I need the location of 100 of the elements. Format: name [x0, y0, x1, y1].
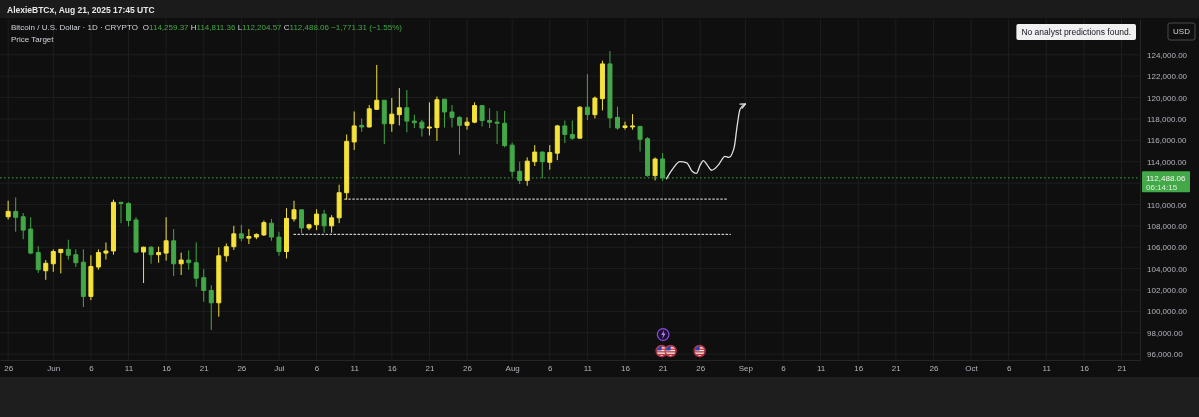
- candlestick: [156, 246, 162, 264]
- candlestick: [141, 246, 147, 284]
- y-tick-label: 114,000.00: [1147, 157, 1187, 167]
- candlestick: [607, 50, 613, 129]
- candlestick: [532, 144, 538, 167]
- candlestick: [366, 104, 372, 128]
- candlestick: [268, 218, 274, 242]
- candlestick: [201, 268, 207, 303]
- x-tick-label: 11: [816, 363, 826, 373]
- x-tick-label: Jun: [47, 363, 61, 373]
- x-tick-label: 16: [387, 363, 398, 373]
- candlestick: [231, 225, 237, 251]
- y-tick-label: 108,000.00: [1147, 221, 1188, 231]
- candlestick: [321, 209, 327, 234]
- candlestick: [419, 119, 425, 138]
- candlestick: [126, 201, 132, 227]
- candlestick: [88, 254, 94, 301]
- x-tick-label: Aug: [505, 363, 520, 373]
- candlestick: [163, 216, 169, 262]
- candlestick: [80, 248, 86, 308]
- candlestick: [652, 156, 658, 181]
- y-tick-label: 124,000.00: [1147, 50, 1188, 60]
- candlestick: [276, 231, 282, 257]
- candlestick: [216, 246, 222, 318]
- x-tick-label: 21: [199, 363, 210, 373]
- y-tick-label: 118,000.00: [1147, 115, 1187, 125]
- candlestick: [547, 144, 553, 171]
- x-tick-label: 6: [781, 363, 787, 373]
- y-tick-label: 104,000.00: [1147, 264, 1188, 274]
- x-tick-label: 16: [854, 363, 864, 373]
- x-tick-label: 11: [350, 363, 360, 373]
- candlestick: [434, 96, 440, 142]
- annotation: O114,259.37 H114,811.36 L112,204.57 C112,488.06 −1,771.31 (−1.55%): [142, 23, 403, 32]
- candlestick: [35, 245, 41, 274]
- candlestick: [562, 120, 568, 144]
- ref-line-label: 112,488.06: [1146, 173, 1186, 183]
- candlestick: [208, 284, 214, 331]
- candlestick: [524, 156, 530, 187]
- candlestick: [396, 87, 402, 126]
- candlestick: [261, 220, 267, 237]
- annotation: No analyst predictions found.: [1021, 26, 1131, 37]
- candlestick: [479, 105, 485, 127]
- x-tick-label: 21: [891, 363, 902, 373]
- text: 06:14:15: [1146, 182, 1178, 192]
- x-tick-label: 6: [314, 363, 320, 373]
- candlestick: [58, 248, 64, 274]
- candlestick: [494, 110, 500, 145]
- candlestick: [389, 97, 395, 133]
- x-tick-label: 26: [463, 363, 473, 373]
- candlestick: [336, 184, 342, 224]
- candlestick: [637, 125, 643, 153]
- x-tick-label: 21: [658, 363, 669, 373]
- candlestick: [554, 124, 560, 161]
- candlestick: [314, 208, 320, 231]
- candlestick: [186, 249, 192, 271]
- x-tick-label: 21: [1117, 363, 1127, 373]
- candlestick: [20, 212, 26, 240]
- candlestick: [426, 101, 432, 137]
- candlestick: [351, 110, 357, 151]
- y-tick-label: 100,000.00: [1147, 307, 1188, 317]
- x-tick-label: 11: [1042, 363, 1052, 373]
- y-tick-label: 110,000.00: [1147, 200, 1187, 210]
- candlestick: [13, 197, 19, 233]
- candlestick: [50, 248, 56, 273]
- candlestick: [246, 228, 252, 245]
- candlestick: [193, 241, 199, 288]
- x-tick-label: 16: [162, 363, 172, 373]
- candlestick: [178, 252, 184, 276]
- candlestick: [5, 200, 11, 220]
- y-tick-label: 98,000.00: [1147, 328, 1184, 338]
- candlestick: [441, 98, 447, 128]
- candlestick: [464, 116, 470, 131]
- candlestick: [171, 228, 177, 277]
- annotation: Price Target: [11, 35, 55, 44]
- text: USD: [1173, 27, 1191, 37]
- candlestick: [238, 224, 244, 242]
- candlestick: [472, 101, 478, 124]
- candlestick: [95, 248, 101, 271]
- x-tick-label: Oct: [965, 363, 979, 373]
- x-tick-label: 6: [89, 363, 95, 373]
- candlestick: [569, 120, 575, 141]
- x-tick-label: 21: [425, 363, 435, 373]
- x-tick-label: 16: [1079, 363, 1090, 373]
- candlestick: [449, 104, 455, 128]
- x-tick-label: 11: [583, 363, 593, 373]
- candlestick: [253, 232, 259, 240]
- candlestick: [148, 245, 154, 265]
- y-tick-label: 96,000.00: [1147, 350, 1184, 360]
- x-tick-label: 26: [237, 363, 247, 373]
- x-tick-label: 6: [548, 363, 554, 373]
- candlestick: [584, 73, 590, 121]
- candlestick: [457, 115, 463, 156]
- candlestick: [374, 64, 380, 111]
- x-tick-label: Jul: [274, 363, 285, 373]
- candlestick: [599, 60, 605, 111]
- candlestick: [329, 214, 335, 234]
- candlestick: [577, 105, 583, 139]
- candlestick: [73, 248, 79, 268]
- candlestick: [411, 114, 417, 129]
- x-tick-label: 16: [621, 363, 631, 373]
